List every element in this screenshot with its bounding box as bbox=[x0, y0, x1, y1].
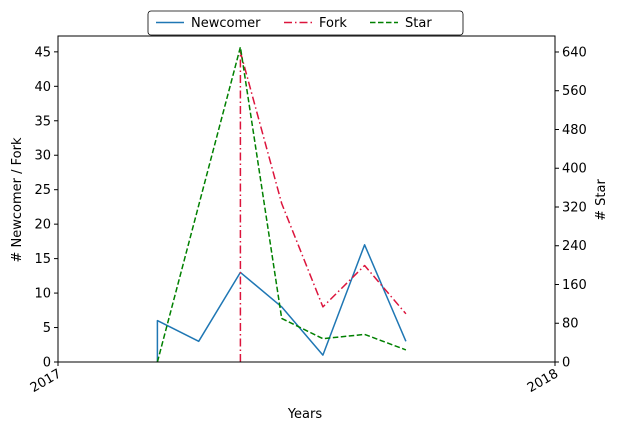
left-y-tick-label: 0 bbox=[43, 356, 51, 371]
left-y-axis-label: # Newcomer / Fork bbox=[10, 137, 25, 262]
plot-lines bbox=[156, 46, 407, 363]
series-line-newcomer bbox=[156, 244, 407, 362]
legend: Newcomer Fork Star bbox=[147, 10, 464, 36]
left-y-tick-label: 15 bbox=[34, 252, 51, 267]
right-y-tick-label: 480 bbox=[562, 123, 587, 138]
right-y-axis-label: # Star bbox=[594, 179, 609, 221]
right-y-tick-label: 640 bbox=[562, 45, 587, 60]
right-y-tick-label: 80 bbox=[562, 317, 579, 332]
right-y-tick-label: 320 bbox=[562, 200, 587, 215]
left-y-tick-label: 5 bbox=[43, 321, 51, 336]
left-y-tick-label: 45 bbox=[34, 45, 51, 60]
right-axis: 0 80 160 240 320 400 480 560 640 bbox=[555, 45, 587, 371]
right-y-tick-label: 400 bbox=[562, 162, 587, 177]
left-y-tick-label: 40 bbox=[34, 80, 51, 95]
legend-label-fork: Fork bbox=[319, 16, 347, 31]
right-y-tick-label: 160 bbox=[562, 278, 587, 293]
left-y-tick-label: 10 bbox=[34, 287, 51, 302]
plot-frame bbox=[57, 35, 556, 363]
x-axis-label: Years bbox=[287, 407, 323, 422]
left-y-tick-label: 30 bbox=[34, 149, 51, 164]
legend-label-star: Star bbox=[405, 16, 432, 31]
legend-label-newcomer: Newcomer bbox=[191, 16, 261, 31]
left-y-tick-label: 25 bbox=[34, 183, 51, 198]
left-y-tick-label: 35 bbox=[34, 114, 51, 129]
left-axis: 0 5 10 15 20 25 30 35 40 45 bbox=[34, 45, 58, 371]
left-y-tick-label: 20 bbox=[34, 218, 51, 233]
right-y-tick-label: 240 bbox=[562, 239, 587, 254]
right-y-tick-label: 0 bbox=[562, 356, 570, 371]
right-y-tick-label: 560 bbox=[562, 84, 587, 99]
series-line-fork bbox=[239, 51, 407, 362]
